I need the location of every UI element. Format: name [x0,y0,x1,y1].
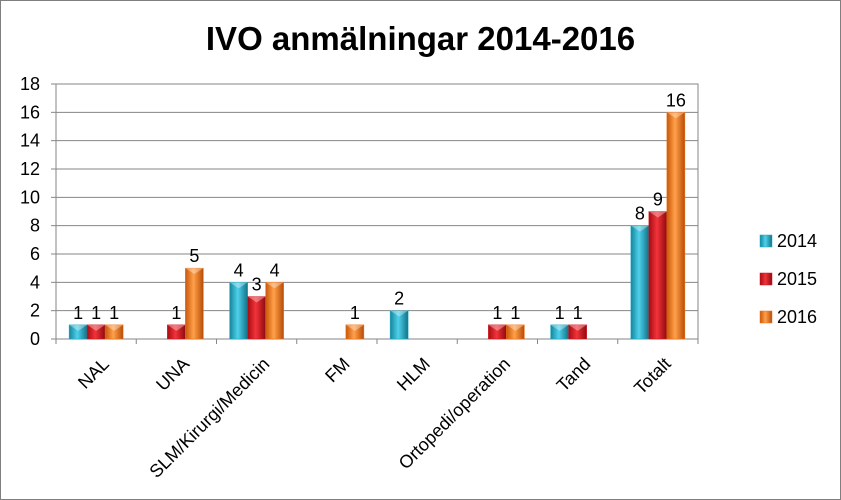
y-tick-label: 16 [20,102,40,122]
x-category-label: NAL [74,354,113,393]
data-label: 1 [555,303,565,323]
bar-top-bevel [167,324,186,331]
bar [506,324,525,340]
bar [666,112,686,340]
data-label: 1 [91,303,101,323]
bar-top-bevel [69,324,88,331]
y-tick-label: 2 [30,301,40,321]
x-category-label: UNA [152,354,193,395]
data-label: 16 [666,90,686,110]
y-tick-label: 12 [20,159,40,179]
bar-top-bevel [229,282,248,289]
data-label: 5 [189,246,199,266]
bar-top-bevel [105,324,124,331]
bar-top-bevel [550,324,569,331]
bar [648,211,668,340]
bar [345,324,365,340]
bar-top-bevel [185,268,204,275]
bar-top-bevel [648,211,667,218]
data-label: 2 [394,289,404,309]
data-label: 4 [270,260,280,280]
bar-top-bevel [568,324,587,331]
x-category-label: Tand [553,354,595,396]
bar [568,324,587,340]
chart-title: IVO anmälningar 2014-2016 [205,20,636,57]
bar [265,282,284,340]
bar [185,267,204,340]
bar-top-bevel [345,324,364,331]
data-label: 4 [234,260,244,280]
bar-top-bevel [488,324,507,331]
legend-label: 2016 [777,307,817,327]
y-tick-label: 18 [20,74,40,94]
data-label: 3 [252,275,262,295]
data-label: 1 [492,303,502,323]
x-category-label: HLM [393,354,434,395]
y-tick-label: 6 [30,244,40,264]
legend: 2014 2015 2016 [759,231,817,327]
y-tick-label: 4 [30,272,40,292]
bar [247,296,266,340]
bar-top-bevel [390,310,409,317]
legend-swatch [759,234,773,248]
bar [229,282,248,340]
bar [104,324,124,340]
bar-top-bevel [506,324,525,331]
gridlines [55,83,699,340]
bar-top-bevel [87,324,106,331]
legend-label: 2014 [777,231,817,251]
data-label: 1 [510,303,520,323]
data-label: 1 [573,303,583,323]
bar-top-bevel [666,112,685,119]
bar [630,225,650,340]
x-category-label: Totalt [630,354,675,399]
x-category-label: FM [321,354,354,387]
bar-top-bevel [247,296,266,303]
plot-area [55,83,699,340]
bars [68,112,686,340]
legend-swatch [759,272,773,286]
data-label: 1 [171,303,181,323]
y-tick-label: 10 [20,187,40,207]
y-tick-label: 14 [20,131,40,151]
legend-label: 2015 [777,269,817,289]
bar-top-bevel [265,282,284,289]
y-tick-label: 0 [30,329,40,349]
data-label: 8 [635,204,645,224]
data-label: 1 [109,303,119,323]
bar-top-bevel [630,225,649,232]
data-label: 9 [653,190,663,210]
data-label: 1 [350,303,360,323]
data-label: 1 [73,303,83,323]
bar [389,310,409,340]
y-tick-label: 8 [30,216,40,236]
legend-swatch [759,310,773,324]
